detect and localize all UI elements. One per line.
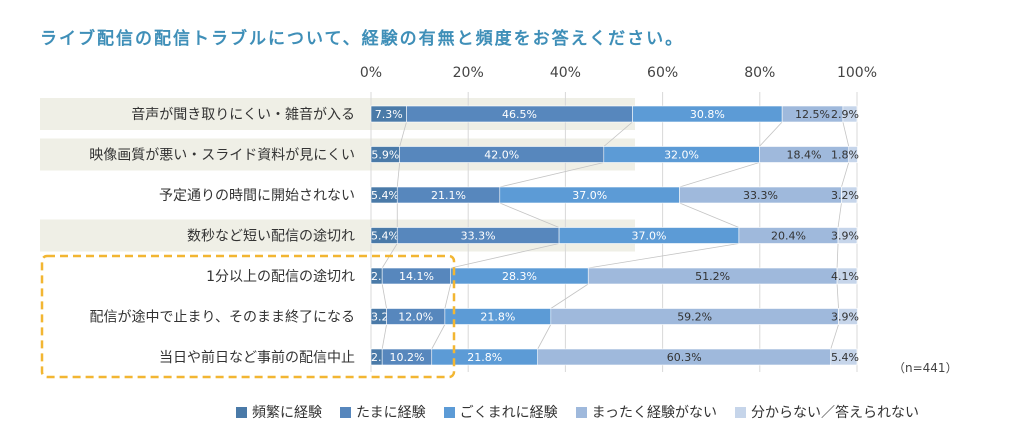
series-connector [603, 121, 633, 147]
data-label: 4.1% [831, 270, 859, 283]
data-label: 3.2% [831, 189, 859, 202]
legend-label: 頻繁に経験 [252, 405, 322, 421]
x-tick-label: 0% [360, 65, 382, 81]
data-label: 12.0% [398, 311, 433, 324]
legend-swatch [575, 406, 587, 418]
category-label: 当日や前日など事前の配信中止 [159, 349, 355, 366]
data-label: 37.0% [572, 189, 607, 202]
category-label: 数秒など短い配信の途切れ [187, 228, 355, 245]
series-connector [431, 324, 446, 350]
data-label: 10.2% [389, 351, 424, 364]
series-connector [837, 202, 842, 228]
data-label: 46.5% [502, 108, 537, 121]
series-connector [381, 324, 387, 350]
legend-swatch [735, 406, 747, 418]
x-tick-label: 20% [453, 65, 484, 81]
bar-segment [848, 146, 858, 163]
series-connector [679, 162, 760, 188]
x-tick-label: 80% [744, 65, 775, 81]
series-connector [537, 324, 552, 350]
data-label: 3.9% [831, 230, 859, 243]
chart-title: ライブ配信の配信トラブルについて、経験の有無と頻度をお答えください。 [40, 29, 685, 49]
data-label: 51.2% [695, 270, 730, 283]
category-label: 映像画質が悪い・スライド資料が見にくい [89, 148, 355, 164]
series-connector [830, 324, 839, 350]
legend-item: 頻繁に経験 [236, 402, 322, 422]
data-label: 18.4% [787, 149, 822, 162]
legend-label: まったく経験がない [591, 405, 718, 421]
x-tick-label: 40% [550, 65, 581, 81]
data-label: 59.2% [677, 311, 712, 324]
data-label: 28.3% [502, 270, 537, 283]
series-connector [444, 283, 452, 309]
data-label: 30.8% [690, 108, 725, 121]
series-connector [396, 162, 401, 188]
legend-swatch [236, 406, 247, 418]
bar-segment [830, 348, 858, 366]
data-label: 7.3% [375, 108, 403, 121]
data-label: 5.4% [371, 230, 399, 243]
series-connector [836, 243, 839, 269]
series-connector [399, 121, 407, 147]
data-label: 32.0% [664, 149, 699, 162]
series-connector [450, 243, 560, 269]
legend-label: たまに経験 [356, 405, 426, 421]
legend: 頻繁に経験 たまに経験 ごくまれに経験 まったく経験がない 分からない／答えられない [236, 402, 919, 422]
bar-segment [836, 267, 858, 285]
data-label: 60.3% [667, 351, 702, 364]
legend-swatch [443, 406, 455, 418]
bar-segment [841, 186, 858, 204]
series-connector [550, 283, 589, 309]
bar-segment [837, 227, 858, 244]
legend-item: 分からない／答えられない [735, 402, 919, 422]
data-label: 1.8% [831, 149, 859, 162]
series-connector [499, 162, 604, 188]
x-tick-label: 100% [837, 65, 877, 81]
category-label: 音声が聞き取りにくい・雑音が入る [131, 106, 355, 123]
category-label: 1分以上の配信の途切れ [206, 268, 355, 285]
category-label: 配信が途中で止まり、そのまま終了になる [90, 309, 355, 326]
legend-item: たまに経験 [340, 402, 426, 422]
data-label: 3.9% [831, 311, 859, 324]
data-label: 5.4% [371, 189, 399, 202]
data-label: 33.3% [461, 230, 496, 243]
legend-swatch [340, 406, 351, 418]
series-connector [759, 121, 783, 147]
category-label: 予定通りの時間に開始されない [159, 188, 355, 204]
data-label: 33.3% [743, 189, 778, 202]
legend-item: まったく経験がない [575, 402, 718, 422]
data-label: 14.1% [399, 270, 434, 283]
highlight-box [40, 254, 456, 379]
data-label: 20.4% [771, 230, 806, 243]
legend-label: 分からない／答えられない [751, 405, 920, 421]
data-label: 5.9% [371, 149, 399, 162]
data-label: 21.1% [431, 189, 466, 202]
series-connector [588, 243, 739, 269]
series-connector [679, 202, 740, 228]
data-label: 37.0% [632, 230, 667, 243]
sample-size-note: （n=441） [893, 361, 958, 375]
series-connector [841, 162, 850, 188]
bar-segment [838, 308, 858, 325]
series-connector [842, 121, 850, 147]
x-tick-label: 60% [647, 65, 678, 81]
legend-item: ごくまれに経験 [443, 402, 558, 422]
data-label: 21.8% [480, 311, 515, 324]
legend-label: ごくまれに経験 [459, 405, 558, 421]
bar-segment [842, 105, 858, 123]
data-label: 2.9% [831, 108, 859, 121]
series-connector [381, 283, 387, 309]
data-label: 42.0% [484, 149, 519, 162]
data-label: 21.8% [467, 351, 502, 364]
series-connector [836, 283, 839, 309]
data-label: 5.4% [831, 351, 859, 364]
series-connector [499, 202, 560, 228]
data-label: 12.5% [795, 108, 830, 121]
